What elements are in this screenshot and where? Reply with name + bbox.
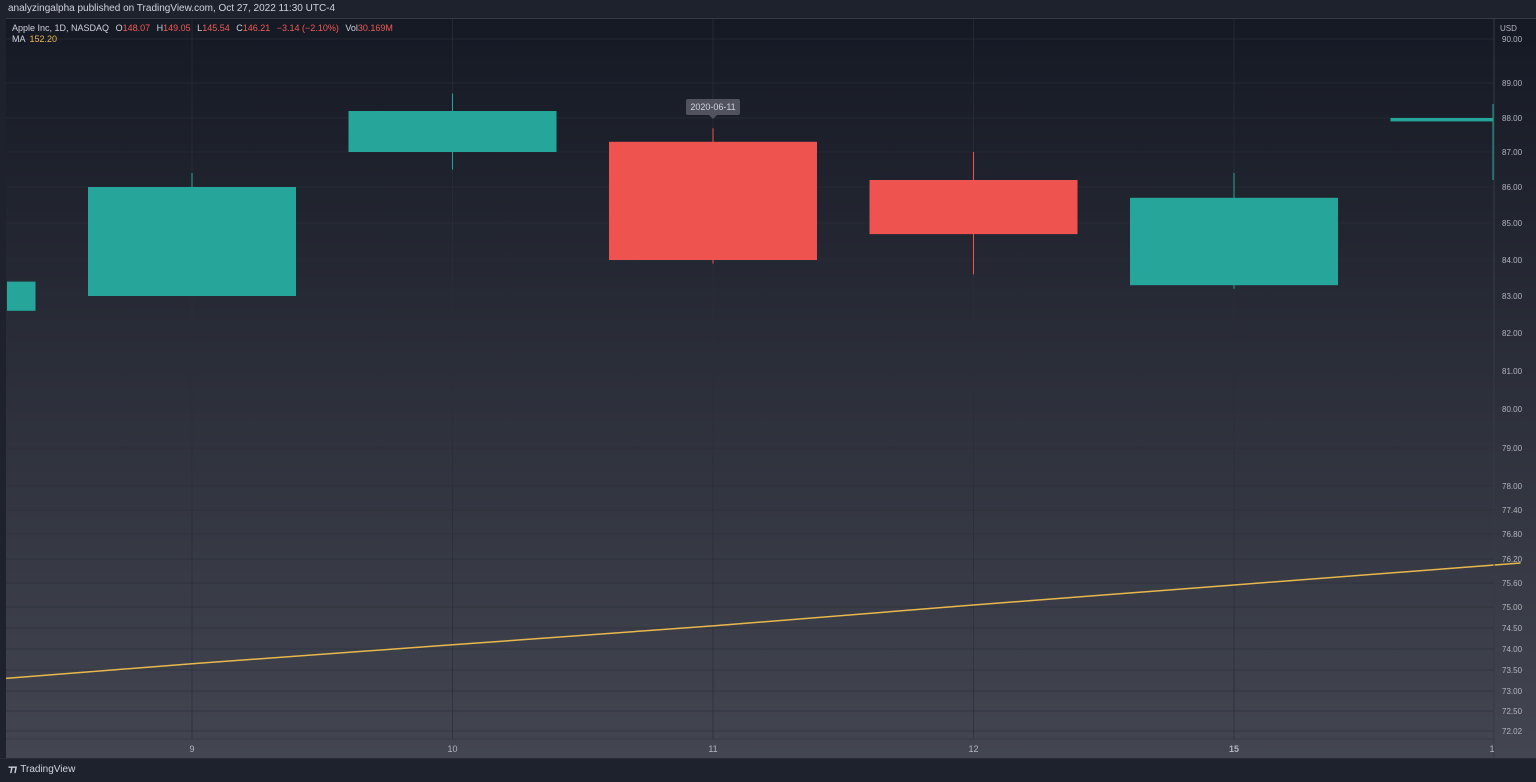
- candle: [1390, 104, 1494, 180]
- high-value: 149.05: [163, 23, 191, 33]
- footer: ⁊⁊ TradingView: [0, 758, 1536, 782]
- publish-bar: analyzingalpha published on TradingView.…: [0, 0, 1536, 18]
- close-key: C: [236, 23, 243, 33]
- price-tick-label: 73.50: [1502, 666, 1523, 675]
- price-tick-label: 84.00: [1502, 256, 1523, 265]
- price-tick-label: 72.02: [1502, 727, 1523, 736]
- brand-label: TradingView: [20, 764, 76, 775]
- vol-value: 30.169M: [357, 23, 393, 33]
- change-value: −3.14 (−2.10%): [276, 23, 339, 33]
- price-tick-label: 80.00: [1502, 405, 1523, 414]
- price-tick-label: 75.00: [1502, 603, 1523, 612]
- ma-line: [6, 562, 1521, 680]
- price-tick-label: 72.50: [1502, 707, 1523, 716]
- low-key: L: [197, 23, 203, 33]
- price-tick-label: 86.00: [1502, 183, 1523, 192]
- ohlc-row: Apple Inc, 1D, NASDAQ O148.07 H149.05 L1…: [12, 23, 393, 34]
- candle: [7, 281, 36, 311]
- candle: [1130, 173, 1338, 289]
- candle-body: [609, 141, 817, 260]
- price-tick-label: 76.20: [1502, 555, 1523, 564]
- open-key: O: [115, 23, 123, 33]
- low-value: 145.54: [202, 23, 230, 33]
- candle: [88, 173, 296, 296]
- chart-pane[interactable]: USD 90.00 89.00 88.00 87.00 86.00 85.00 84.00 83…: [6, 18, 1536, 759]
- candle: [609, 128, 817, 264]
- price-tick-label: 77.40: [1502, 506, 1523, 515]
- price-tick-label: 78.00: [1502, 482, 1523, 491]
- crosshair-label-box: [686, 99, 740, 115]
- candle: [869, 152, 1078, 275]
- ma-label[interactable]: MA: [12, 34, 26, 44]
- published-text: analyzingalpha published on TradingView.…: [8, 3, 336, 14]
- currency-label: USD: [1500, 24, 1517, 33]
- candle-layer: [7, 93, 1494, 311]
- candle-body: [1390, 118, 1493, 122]
- crosshair-date-label: 2020-06-11: [686, 99, 740, 119]
- close-value: 146.21: [242, 23, 271, 33]
- candle: [348, 93, 557, 170]
- price-tick-label: 73.00: [1502, 687, 1523, 696]
- tradingview-logo[interactable]: ⁊⁊ TradingView: [8, 764, 75, 775]
- price-tick-label: 83.00: [1502, 292, 1523, 301]
- price-tick-label: 82.00: [1502, 329, 1523, 338]
- candle-body: [348, 111, 557, 152]
- price-tick-label: 89.00: [1502, 79, 1523, 88]
- open-value: 148.07: [122, 23, 151, 33]
- price-tick-label: 85.00: [1502, 219, 1523, 228]
- price-chart[interactable]: USD 90.00 89.00 88.00 87.00 86.00 85.00 84.00 83…: [6, 19, 1536, 759]
- price-tick-label: 74.00: [1502, 645, 1523, 654]
- time-tick-label: 12: [968, 744, 978, 754]
- price-tick-label: 88.00: [1502, 114, 1523, 123]
- price-axis: USD 90.00 89.00 88.00 87.00 86.00 85.00 84.00 83…: [1500, 24, 1523, 736]
- time-tick-label: 11: [708, 744, 717, 754]
- time-tick-label: 1: [1489, 744, 1494, 754]
- crosshair-date-text: 2020-06-11: [690, 102, 735, 112]
- price-tick-label: 75.60: [1502, 579, 1523, 588]
- high-key: H: [156, 23, 164, 33]
- time-axis: 9 10 11 12 15 1: [189, 744, 1494, 754]
- tradingview-logo-icon: ⁊⁊: [8, 764, 17, 775]
- symbol-label[interactable]: Apple Inc, 1D, NASDAQ: [12, 23, 110, 33]
- price-tick-label: 76.80: [1502, 530, 1523, 539]
- vol-key: Vol: [345, 23, 358, 33]
- ma-layer: [6, 562, 1521, 680]
- price-tick-label: 74.50: [1502, 624, 1523, 633]
- ma-row: MA 152.20: [12, 34, 393, 45]
- time-tick-label: 10: [447, 744, 457, 754]
- plot-background: [6, 19, 1536, 759]
- ma-value: 152.20: [29, 34, 58, 44]
- price-tick-label: 81.00: [1502, 367, 1523, 376]
- crosshair-label-pointer: [709, 115, 717, 119]
- chart-legend: Apple Inc, 1D, NASDAQ O148.07 H149.05 L1…: [12, 23, 393, 45]
- candle-body: [1130, 197, 1338, 286]
- price-tick-label: 79.00: [1502, 444, 1523, 453]
- crosshair-layer: 2020-06-11: [686, 99, 740, 119]
- candle-body: [88, 187, 296, 296]
- candle-body: [869, 180, 1078, 235]
- price-tick-label: 87.00: [1502, 148, 1523, 157]
- time-tick-label: 9: [189, 744, 194, 754]
- time-tick-label: 15: [1229, 744, 1239, 754]
- price-tick-label: 90.00: [1502, 35, 1523, 44]
- candle-body: [7, 281, 36, 311]
